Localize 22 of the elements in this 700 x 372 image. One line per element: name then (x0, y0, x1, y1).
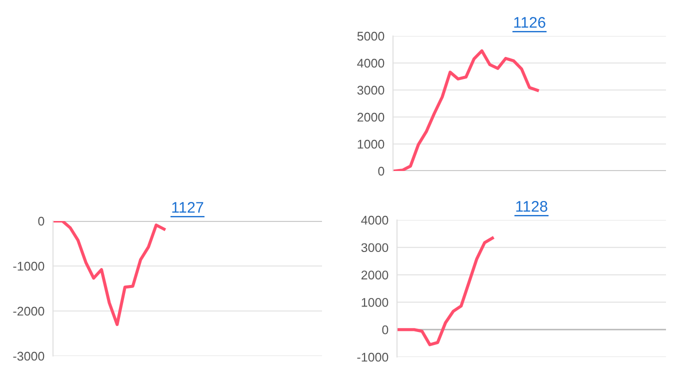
y-tick-label: 3000 (357, 86, 384, 95)
y-tick-label: 1000 (362, 298, 388, 307)
line-series (53, 221, 166, 326)
y-tick-label: -2000 (13, 306, 44, 316)
y-tick-label: 2000 (357, 112, 384, 122)
y-tick-label: 0 (382, 325, 388, 334)
y-tick-label: -1000 (357, 352, 388, 362)
y-tick-label: 1000 (358, 140, 384, 149)
y-tick-label: 2000 (361, 270, 388, 280)
y-tick-label: -1000 (13, 262, 44, 271)
chart-title: 1128 (516, 201, 548, 212)
chart-title: 1127 (172, 202, 204, 213)
y-tick-label: 0 (378, 166, 384, 176)
y-tick-label: 4000 (357, 58, 384, 68)
y-tick-label: 5000 (357, 32, 384, 41)
y-tick-label: 4000 (361, 216, 388, 225)
chart-title: 1126 (514, 17, 546, 28)
line-series (397, 236, 494, 346)
y-tick-label: -3000 (13, 352, 44, 361)
y-tick-label: 3000 (361, 243, 388, 252)
y-tick-label: 0 (38, 216, 44, 226)
line-series (393, 49, 539, 171)
